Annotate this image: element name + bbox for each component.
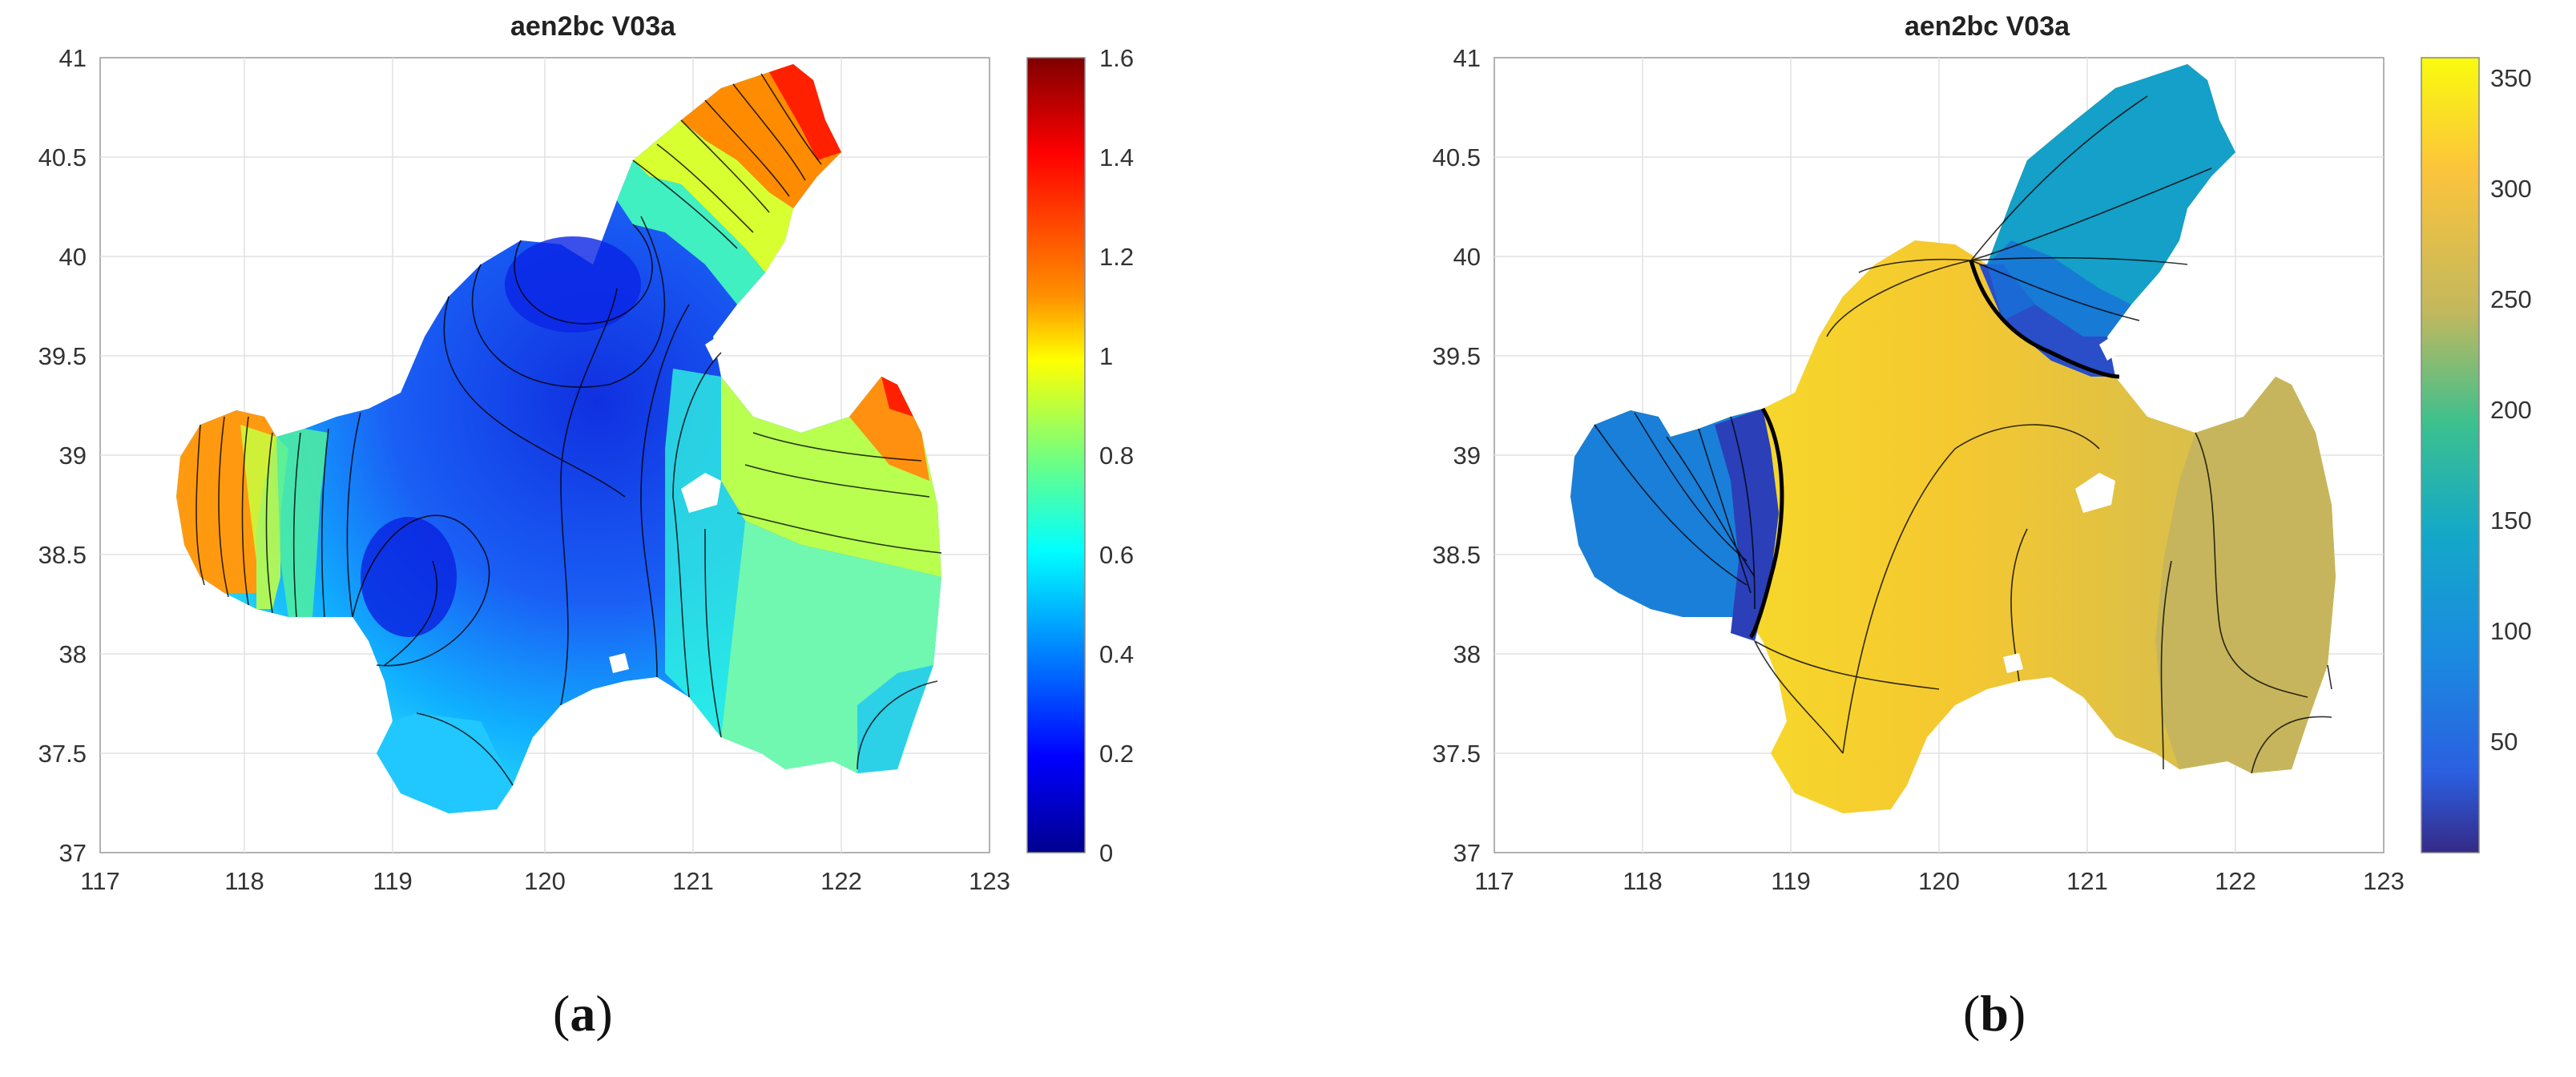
x-tick-label: 119: [1771, 867, 1810, 895]
panel-b-caption: (b): [1963, 985, 2026, 1042]
colorbar-tick-label: 1.6: [1099, 44, 1134, 72]
x-tick-label: 120: [524, 867, 566, 895]
x-tick-label: 121: [672, 867, 714, 895]
panel-b-axes: 117 118 119 120 121 122 123 41 40.5 40 3…: [1433, 44, 2405, 895]
colorbar-tick-label: 150: [2490, 506, 2532, 534]
x-tick-label: 118: [1623, 867, 1662, 895]
y-tick-label: 41: [1453, 44, 1481, 72]
y-tick-label: 37: [1453, 839, 1481, 867]
panel-b-caption-letter: b: [1980, 985, 2009, 1042]
colorbar-tick-label: 350: [2490, 64, 2532, 92]
panel-b: aen2bc V03a: [1433, 11, 2532, 895]
y-tick-label: 40: [59, 243, 87, 271]
panel-b-map: [1570, 64, 2336, 813]
panel-a-axes: 117 118 119 120 121 122 123 41 40.5 40 3…: [38, 44, 1010, 895]
y-tick-label: 41: [59, 44, 87, 72]
y-tick-label: 37.5: [1433, 740, 1481, 768]
colorbar-tick-label: 1.4: [1099, 143, 1134, 171]
panel-a-caption: (a): [553, 985, 613, 1042]
y-tick-label: 38: [59, 640, 87, 668]
colorbar-tick-label: 0.2: [1099, 740, 1134, 768]
colorbar-tick-label: 0.4: [1099, 640, 1134, 668]
colorbar-tick-label: 0.6: [1099, 541, 1134, 569]
colorbar-tick-label: 250: [2490, 285, 2532, 313]
y-tick-label: 39.5: [1433, 342, 1481, 370]
x-tick-label: 122: [2215, 867, 2256, 895]
panel-b-colorbar: 350 300 250 200 150 100 50: [2421, 57, 2532, 853]
colorbar-tick-label: 50: [2490, 728, 2518, 756]
colorbar-tick-label: 100: [2490, 617, 2532, 645]
y-tick-label: 38: [1453, 640, 1481, 668]
y-tick-label: 40.5: [1433, 143, 1481, 171]
y-tick-label: 40: [1453, 243, 1481, 271]
panel-a-caption-letter: a: [570, 985, 596, 1042]
panel-b-y-tick-labels: 41 40.5 40 39.5 39 38.5 38 37.5 37: [1433, 44, 1481, 867]
y-tick-label: 39: [59, 442, 87, 470]
x-tick-label: 123: [2363, 867, 2405, 895]
colorbar-tick-label: 1: [1099, 342, 1113, 370]
colorbar-tick-label: 0.8: [1099, 442, 1134, 470]
y-tick-label: 37: [59, 839, 87, 867]
x-tick-label: 123: [969, 867, 1010, 895]
y-tick-label: 39.5: [38, 342, 87, 370]
panel-a: aen2bc V03a: [38, 11, 1134, 895]
y-tick-label: 39: [1453, 442, 1481, 470]
x-tick-label: 122: [820, 867, 862, 895]
panel-b-x-tick-labels: 117 118 119 120 121 122 123: [1474, 867, 2405, 895]
panel-a-colorbar: 1.6 1.4 1.2 1 0.8 0.6 0.4 0.2 0: [1026, 44, 1134, 867]
panel-a-title: aen2bc V03a: [510, 11, 676, 42]
colorbar-tick-label: 200: [2490, 396, 2532, 424]
panel-a-x-tick-labels: 117 118 119 120 121 122 123: [80, 867, 1010, 895]
y-tick-label: 38.5: [1433, 541, 1481, 569]
panel-a-map: [176, 64, 942, 813]
x-tick-label: 121: [2066, 867, 2108, 895]
panel-b-title: aen2bc V03a: [1905, 11, 2070, 42]
y-tick-label: 40.5: [38, 143, 87, 171]
panel-a-y-tick-labels: 41 40.5 40 39.5 39 38.5 38 37.5 37: [38, 44, 87, 867]
colorbar-tick-label: 300: [2490, 175, 2532, 203]
x-tick-label: 118: [224, 867, 264, 895]
x-tick-label: 120: [1918, 867, 1960, 895]
colorbar-tick-label: 0: [1099, 839, 1113, 867]
x-tick-label: 117: [1474, 867, 1514, 895]
y-tick-label: 37.5: [38, 740, 87, 768]
x-tick-label: 119: [373, 867, 412, 895]
y-tick-label: 38.5: [38, 541, 87, 569]
x-tick-label: 117: [80, 867, 119, 895]
colorbar-tick-label: 1.2: [1099, 243, 1134, 271]
